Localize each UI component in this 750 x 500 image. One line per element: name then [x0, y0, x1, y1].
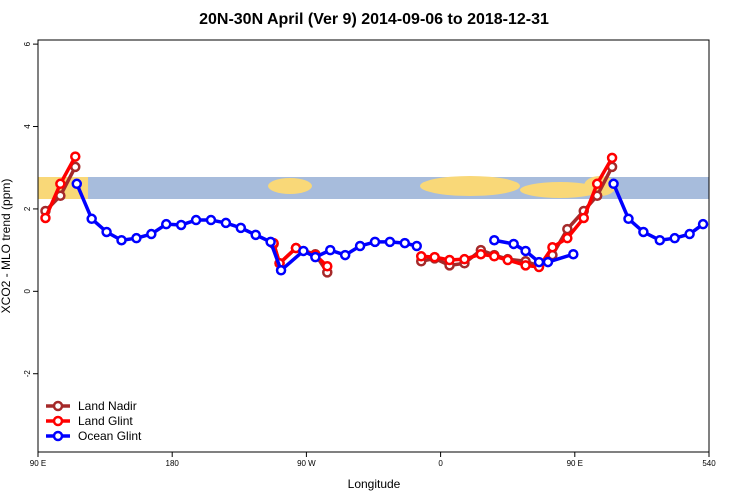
data-point: [638, 226, 649, 238]
legend-marker: [52, 415, 64, 427]
data-point: [415, 251, 427, 262]
data-point: [40, 212, 51, 224]
data-point: [606, 152, 618, 164]
y-tick-label: 6: [23, 41, 32, 46]
legend-label: Land Nadir: [78, 399, 137, 413]
data-point: [275, 265, 287, 276]
data-point: [369, 236, 381, 248]
y-tick-label: 2: [23, 206, 32, 211]
legend-marker: [52, 430, 64, 442]
data-point: [265, 236, 276, 248]
data-point: [520, 245, 531, 257]
data-point: [489, 251, 500, 262]
data-point: [235, 222, 247, 234]
x-tick-label: 90 E: [567, 459, 583, 468]
data-point: [654, 234, 666, 246]
x-tick-label: 90 E: [30, 459, 46, 468]
data-point: [205, 214, 217, 226]
data-point: [547, 241, 558, 253]
data-point: [298, 245, 309, 257]
data-point: [190, 214, 202, 226]
data-point: [399, 237, 411, 249]
data-point: [250, 229, 261, 241]
map-strip: [38, 176, 709, 199]
data-point: [411, 240, 422, 252]
legend-marker: [52, 400, 64, 412]
x-tick-label: 0: [438, 459, 443, 468]
data-point: [160, 218, 172, 230]
data-point: [384, 236, 396, 248]
x-tick-label: 90 W: [297, 459, 316, 468]
y-tick-label: -2: [23, 370, 32, 378]
data-point: [175, 219, 187, 231]
data-point: [502, 254, 513, 266]
legend-label: Land Glint: [78, 414, 133, 428]
data-point: [489, 234, 500, 246]
chart-title: 20N-30N April (Ver 9) 2014-09-06 to 2018…: [199, 11, 549, 28]
x-tick-label: 180: [166, 459, 180, 468]
data-point: [697, 218, 709, 230]
data-point: [354, 240, 366, 252]
data-point: [669, 232, 680, 244]
data-point: [71, 178, 83, 190]
data-point: [146, 228, 157, 240]
y-tick-label: 4: [23, 124, 32, 129]
data-point: [562, 223, 573, 235]
data-point: [339, 249, 351, 261]
data-point: [542, 256, 554, 268]
data-point: [533, 256, 545, 268]
x-tick-label: 540: [702, 459, 716, 468]
data-point: [325, 244, 336, 256]
data-point: [578, 212, 589, 224]
plot-frame: [37, 39, 710, 453]
data-point: [508, 238, 519, 250]
data-point: [429, 251, 440, 263]
data-point: [220, 217, 232, 229]
data-point: [322, 260, 333, 272]
data-point: [608, 178, 619, 190]
data-point: [684, 228, 695, 240]
data-point: [116, 234, 127, 246]
data-point: [568, 248, 579, 260]
data-point: [562, 232, 573, 244]
y-axis-label: XCO2 - MLO trend (ppm): [0, 179, 13, 314]
data-point: [623, 213, 634, 225]
data-point: [101, 226, 112, 238]
legend-label: Ocean Glint: [78, 429, 142, 443]
x-axis-label: Longitude: [348, 477, 401, 491]
data-point: [459, 253, 470, 265]
data-point: [70, 151, 81, 162]
data-point: [131, 232, 142, 244]
data-point: [520, 260, 531, 271]
data-point: [475, 248, 487, 260]
data-point: [86, 213, 97, 225]
data-point: [55, 178, 66, 190]
y-tick-label: 0: [23, 289, 32, 294]
data-point: [444, 254, 455, 266]
data-point: [591, 178, 603, 190]
data-point: [310, 251, 321, 263]
